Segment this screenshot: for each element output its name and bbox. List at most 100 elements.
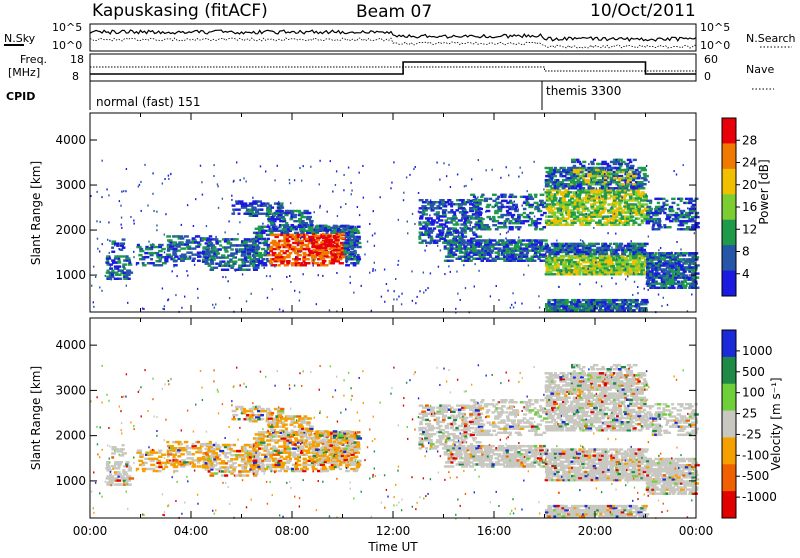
power-cell bbox=[638, 224, 642, 226]
power-scatter bbox=[212, 304, 213, 306]
power-cell bbox=[666, 226, 671, 228]
power-cell bbox=[175, 260, 178, 262]
power-cell bbox=[619, 243, 623, 245]
power-scatter bbox=[367, 241, 368, 243]
power-cell bbox=[537, 218, 542, 220]
power-scatter bbox=[255, 246, 256, 248]
velocity-cell bbox=[128, 483, 132, 485]
power-cell bbox=[694, 280, 698, 282]
power-cell bbox=[520, 243, 523, 245]
power-scatter bbox=[350, 282, 351, 284]
power-cell bbox=[267, 210, 272, 212]
power-scatter bbox=[538, 258, 539, 260]
power-cell bbox=[632, 305, 635, 307]
power-cell bbox=[475, 204, 479, 206]
power-cell bbox=[233, 238, 239, 240]
power-scatter bbox=[319, 183, 320, 185]
velocity-cell bbox=[111, 452, 116, 454]
power-cell bbox=[470, 239, 473, 241]
power-scatter bbox=[337, 215, 338, 217]
power-scatter bbox=[522, 172, 523, 174]
power-scatter bbox=[140, 181, 141, 183]
power-scatter bbox=[593, 227, 594, 229]
power-scatter bbox=[523, 201, 524, 203]
power-cell bbox=[630, 165, 635, 167]
velocity-heatmap bbox=[90, 364, 700, 520]
velocity-cell bbox=[246, 474, 249, 476]
power-cell bbox=[665, 200, 668, 202]
power-scatter bbox=[152, 243, 153, 245]
power-scatter bbox=[454, 239, 455, 241]
power-scatter bbox=[448, 164, 449, 166]
power-cell bbox=[158, 244, 164, 246]
power-cell bbox=[280, 202, 283, 204]
power-scatter bbox=[181, 224, 182, 226]
power-scatter bbox=[261, 239, 262, 241]
power-scatter bbox=[639, 307, 640, 309]
noise-sky-trace bbox=[90, 30, 696, 41]
power-scatter bbox=[543, 188, 544, 190]
power-scatter bbox=[233, 180, 234, 182]
power-cell bbox=[695, 198, 699, 200]
velocity-cell bbox=[191, 459, 195, 461]
power-cell bbox=[685, 274, 688, 276]
power-scatter bbox=[234, 269, 235, 271]
power-scatter bbox=[648, 236, 649, 238]
power-scatter bbox=[401, 293, 402, 295]
power-scatter bbox=[236, 161, 237, 163]
power-cell bbox=[240, 248, 243, 250]
power-cell bbox=[520, 220, 523, 222]
power-scatter bbox=[99, 250, 100, 252]
power-cell bbox=[455, 221, 458, 223]
power-scatter bbox=[164, 251, 165, 253]
velocity-cell bbox=[232, 462, 235, 464]
power-scatter bbox=[605, 169, 606, 171]
power-cell bbox=[596, 243, 600, 245]
power-cell bbox=[327, 235, 331, 237]
power-cell bbox=[694, 222, 700, 224]
power-scatter bbox=[424, 250, 425, 252]
power-scatter bbox=[152, 193, 153, 195]
noise-search-label: N.Search bbox=[746, 32, 796, 45]
power-cell bbox=[492, 194, 497, 196]
nave-label: Nave bbox=[746, 63, 774, 76]
power-cell bbox=[356, 236, 360, 238]
power-scatter bbox=[181, 307, 182, 309]
power-scatter bbox=[350, 182, 351, 184]
colorbar-tick-label: 8 bbox=[742, 245, 750, 259]
power-cell bbox=[181, 241, 184, 243]
power-scatter bbox=[213, 175, 214, 177]
power-cell bbox=[312, 255, 316, 257]
power-scatter bbox=[653, 272, 654, 274]
power-cell bbox=[174, 253, 177, 255]
power-scatter bbox=[440, 249, 441, 251]
power-cell bbox=[553, 213, 556, 215]
power-cell bbox=[604, 201, 607, 203]
velocity-cell bbox=[277, 449, 280, 451]
velocity-cell bbox=[192, 443, 195, 445]
power-scatter bbox=[355, 226, 356, 228]
power-scatter bbox=[523, 274, 524, 276]
nave-right-tick-high: 60 bbox=[704, 53, 718, 66]
power-scatter bbox=[384, 268, 385, 270]
freq-trace bbox=[90, 62, 696, 74]
velocity-cell bbox=[289, 458, 292, 460]
power-cell bbox=[197, 235, 200, 237]
power-cell bbox=[691, 216, 694, 218]
power-scatter bbox=[93, 306, 94, 308]
power-cell bbox=[180, 237, 184, 239]
power-cell bbox=[511, 214, 515, 216]
velocity-cell bbox=[122, 452, 127, 454]
power-cell bbox=[111, 251, 115, 253]
power-cell bbox=[662, 252, 665, 254]
power-cell bbox=[438, 219, 443, 221]
power-cell bbox=[677, 228, 680, 230]
power-scatter bbox=[300, 251, 301, 253]
power-scatter bbox=[144, 164, 145, 166]
velocity-cell bbox=[238, 418, 241, 420]
power-scatter bbox=[407, 232, 408, 234]
power-cell bbox=[523, 212, 526, 214]
power-scatter bbox=[596, 282, 597, 284]
power-cell bbox=[267, 238, 270, 240]
power-cell bbox=[444, 239, 447, 241]
